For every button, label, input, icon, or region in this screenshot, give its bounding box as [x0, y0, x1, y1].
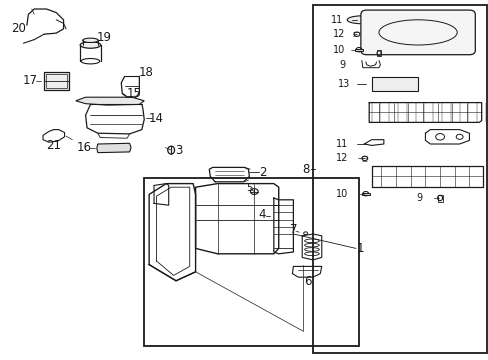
Bar: [354, 49, 362, 51]
Ellipse shape: [167, 146, 174, 154]
Bar: [437, 195, 442, 202]
Text: 6: 6: [304, 275, 311, 288]
Text: 7: 7: [289, 223, 297, 236]
Text: 4: 4: [258, 208, 265, 221]
FancyBboxPatch shape: [360, 10, 474, 55]
Text: 1: 1: [356, 242, 364, 255]
Text: 21: 21: [46, 139, 61, 152]
Text: 15: 15: [127, 87, 142, 100]
Text: 17: 17: [23, 75, 38, 87]
Text: 12: 12: [332, 29, 345, 39]
Text: 10: 10: [332, 45, 345, 55]
Text: 19: 19: [97, 31, 112, 44]
Bar: [144, 178, 359, 346]
Text: 5: 5: [246, 183, 252, 193]
Text: 9: 9: [339, 60, 345, 70]
Bar: [44, 72, 69, 90]
Ellipse shape: [80, 42, 101, 48]
Text: 12: 12: [335, 153, 348, 163]
Bar: [46, 74, 67, 88]
Text: 2: 2: [258, 166, 266, 179]
Text: 11: 11: [335, 139, 348, 149]
Bar: [371, 77, 417, 91]
Text: 16: 16: [77, 141, 91, 154]
Text: 13: 13: [337, 79, 349, 89]
Text: 8: 8: [301, 163, 309, 176]
Text: 10: 10: [335, 189, 348, 199]
Text: 14: 14: [149, 112, 163, 125]
Text: 11: 11: [330, 15, 343, 25]
Ellipse shape: [346, 16, 376, 24]
Bar: [376, 50, 380, 56]
Text: 18: 18: [138, 66, 153, 78]
Polygon shape: [76, 97, 144, 105]
Ellipse shape: [82, 38, 98, 42]
Bar: [361, 193, 369, 195]
Text: 20: 20: [11, 22, 26, 35]
Bar: [312, 5, 486, 353]
Ellipse shape: [250, 189, 258, 194]
Text: 3: 3: [174, 144, 182, 157]
Text: 9: 9: [416, 193, 422, 203]
Polygon shape: [97, 143, 131, 153]
